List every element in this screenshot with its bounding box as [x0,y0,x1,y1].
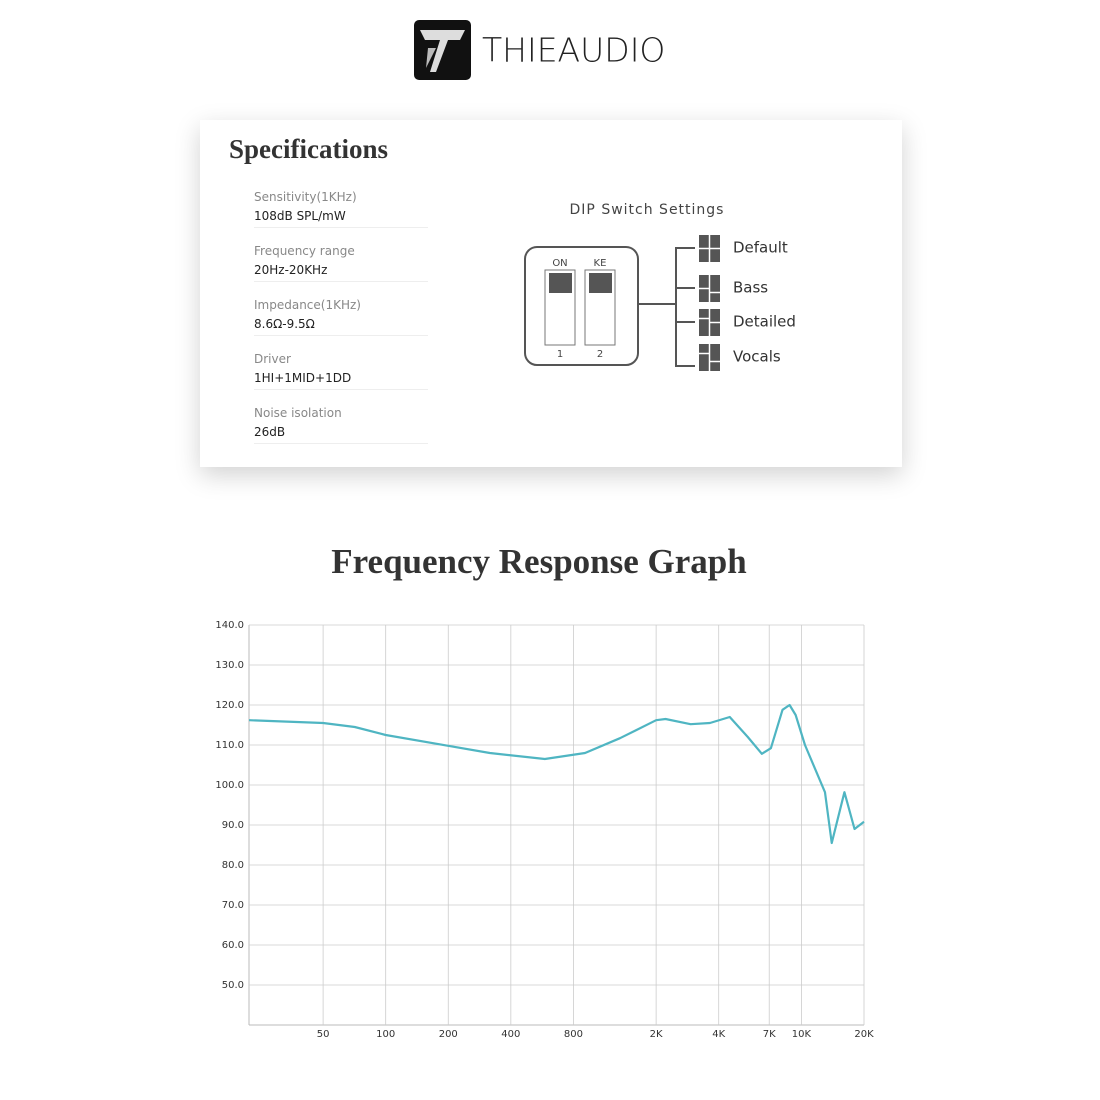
mode-label: Vocals [733,348,781,366]
x-tick-label: 20K [854,1029,874,1040]
switch-label: ON [552,258,567,269]
spec-label: Frequency range [254,244,355,258]
mode-list: Default Bass Detailed Vocals [699,235,796,371]
x-tick-label: 7K [763,1029,776,1040]
switch-knob [589,273,612,293]
mode-label: Detailed [733,313,796,331]
spec-item: Driver 1HI+1MID+1DD [254,352,428,390]
y-tick-label: 130.0 [215,660,244,671]
y-tick-label: 70.0 [222,900,244,911]
y-tick-label: 60.0 [222,940,244,951]
y-tick-label: 120.0 [215,700,244,711]
spec-value: 108dB SPL/mW [254,209,346,223]
x-tick-label: 200 [439,1029,458,1040]
brand: THIEAUDIO [482,31,665,70]
logo-mark-part [426,48,436,68]
x-tick-label: 100 [376,1029,395,1040]
switch-box [524,246,639,366]
frequency-line [248,703,865,845]
spec-value: 20Hz-20KHz [254,263,328,277]
spec-item: Noise isolation 26dB [254,406,428,444]
switch-label: KE [594,258,607,269]
spec-label: Impedance(1KHz) [254,298,361,312]
x-tick-label: 2K [650,1029,663,1040]
switch-knob [549,273,572,293]
spec-item: Impedance(1KHz) 8.6Ω-9.5Ω [254,298,428,336]
x-tick-label: 50 [317,1029,330,1040]
dip-diagram: DIP Switch Settings ON KE 1 2 Default Bas… [524,202,796,371]
spec-card: Specifications Sensitivity(1KHz) 108dB SP… [200,120,902,467]
switch-number: 1 [557,349,563,360]
mode-label: Default [733,239,788,257]
spec-item: Frequency range 20Hz-20KHz [254,244,428,282]
spec-value: 8.6Ω-9.5Ω [254,317,315,331]
logo-mark [420,30,465,72]
y-tick-label: 140.0 [215,620,244,631]
mode-label: Bass [733,279,768,297]
y-tick-label: 90.0 [222,820,244,831]
spec-label: Driver [254,352,291,366]
spec-label: Sensitivity(1KHz) [254,190,357,204]
y-tick-label: 110.0 [215,740,244,751]
spec-title: Specifications [229,134,388,164]
y-tick-label: 50.0 [222,980,244,991]
dip-title: DIP Switch Settings [570,202,725,218]
connector [638,247,695,367]
spec-item: Sensitivity(1KHz) 108dB SPL/mW [254,190,428,228]
x-tick-label: 400 [501,1029,520,1040]
y-tick-label: 100.0 [215,780,244,791]
x-tick-label: 4K [712,1029,725,1040]
spec-value: 26dB [254,425,286,439]
y-tick-label: 80.0 [222,860,244,871]
header: THIEAUDIO [414,20,665,80]
chart-title: Frequency Response Graph [331,542,747,581]
switch-number: 2 [597,349,603,360]
x-tick-label: 800 [564,1029,583,1040]
spec-value: 1HI+1MID+1DD [254,371,352,385]
spec-label: Noise isolation [254,406,342,420]
x-tick-label: 10K [792,1029,812,1040]
